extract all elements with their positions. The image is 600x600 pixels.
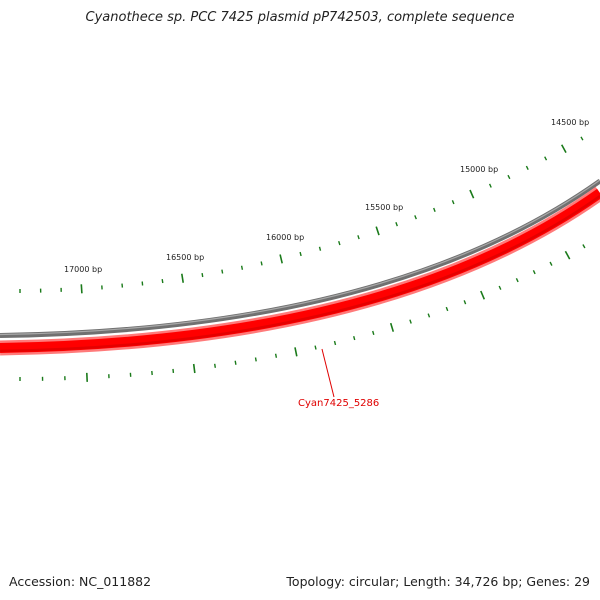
- accession-text: Accession: NC_011882: [9, 574, 152, 589]
- outer-minor-tick: [299, 251, 302, 257]
- inner-minor-tick: [314, 345, 317, 350]
- tick-label-14500: 14500 bp: [551, 118, 589, 127]
- outer-minor-tick: [201, 272, 204, 278]
- inner-minor-tick: [515, 278, 519, 283]
- outer-minor-tick: [357, 235, 360, 240]
- sequence-summary: Topology: circular; Length: 34,726 bp; G…: [286, 574, 590, 589]
- outer-minor-tick: [433, 207, 436, 212]
- inner-major-tick: [192, 363, 196, 374]
- gene-arc[interactable]: [0, 188, 600, 353]
- inner-minor-tick: [254, 357, 257, 362]
- gene-label[interactable]: Cyan7425_5286: [298, 398, 379, 409]
- inner-major-tick: [480, 290, 486, 300]
- gene-arc-shade: [0, 194, 600, 353]
- outer-minor-tick: [488, 183, 492, 188]
- inner-minor-tick: [532, 270, 536, 275]
- inner-minor-tick: [582, 244, 586, 249]
- gene-label-leader: [321, 348, 335, 398]
- outer-major-tick: [279, 254, 283, 264]
- outer-tick-marks: [19, 136, 584, 294]
- outer-minor-tick: [240, 265, 244, 270]
- inner-minor-tick: [549, 261, 553, 266]
- tick-label-15500: 15500 bp: [365, 203, 403, 212]
- outer-minor-tick: [544, 156, 548, 161]
- inner-minor-tick: [463, 300, 467, 305]
- outer-major-tick: [181, 273, 184, 283]
- outer-minor-tick: [580, 136, 584, 141]
- inner-minor-tick: [427, 313, 431, 318]
- outer-minor-tick: [525, 165, 529, 171]
- inner-minor-tick: [353, 336, 356, 341]
- backbone-ring: [0, 178, 600, 338]
- outer-minor-tick: [507, 174, 511, 180]
- outer-minor-tick: [451, 200, 455, 205]
- tick-label-16500: 16500 bp: [166, 253, 204, 262]
- inner-major-tick: [389, 322, 395, 332]
- backbone-ring-highlight: [0, 179, 600, 336]
- outer-minor-tick: [338, 240, 341, 246]
- outer-major-tick: [80, 284, 83, 294]
- outer-minor-tick: [260, 261, 263, 266]
- inner-minor-tick: [372, 330, 375, 335]
- inner-minor-tick: [274, 353, 278, 358]
- inner-minor-tick: [234, 360, 237, 365]
- outer-minor-tick: [221, 269, 224, 274]
- outer-major-tick: [560, 144, 567, 153]
- inner-minor-tick: [214, 363, 216, 368]
- map-title: Cyanothece sp. PCC 7425 plasmid pP742503…: [85, 10, 515, 25]
- inner-minor-tick: [333, 340, 337, 346]
- outer-minor-tick: [414, 215, 417, 220]
- outer-minor-tick: [318, 246, 322, 251]
- inner-major-tick: [294, 347, 298, 357]
- inner-minor-tick: [498, 285, 502, 290]
- outer-major-tick: [375, 226, 380, 236]
- outer-major-tick: [469, 189, 475, 199]
- inner-minor-tick: [445, 306, 449, 312]
- tick-label-17000: 17000 bp: [64, 265, 102, 274]
- inner-tick-marks: [19, 244, 586, 382]
- inner-minor-tick: [409, 319, 412, 324]
- tick-label-16000: 16000 bp: [266, 233, 304, 242]
- outer-minor-tick: [161, 278, 164, 284]
- outer-minor-tick: [395, 222, 398, 227]
- inner-major-tick: [564, 250, 571, 260]
- tick-label-15000: 15000 bp: [460, 165, 498, 174]
